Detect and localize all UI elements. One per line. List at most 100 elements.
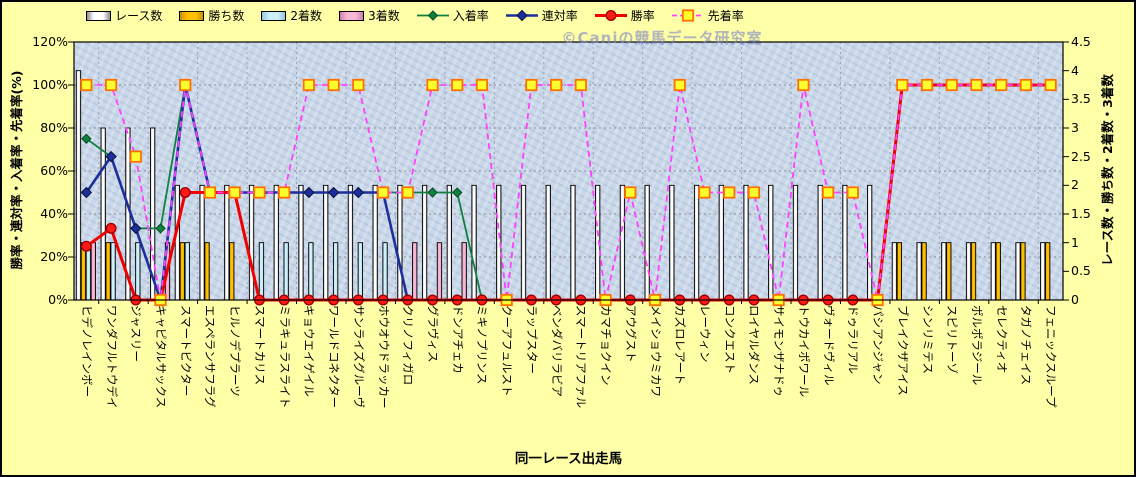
marker-先着率 [451, 78, 464, 92]
bar-レース数 [1015, 242, 1021, 301]
chart-legend: レース数 勝ち数 2着数 3着数 入着率 連対率 勝率 先着率 [86, 7, 744, 24]
bar-レース数 [619, 184, 626, 301]
marker-先着率 [228, 186, 241, 199]
marker-先着率 [896, 78, 909, 92]
marker-連対率 [352, 186, 365, 199]
bar-3着数 [412, 242, 418, 301]
bar-レース数 [248, 184, 255, 301]
bar-レース数 [397, 184, 403, 301]
bar-勝ち数 [995, 242, 1001, 301]
x-category-label-text: ロイヤルダンス [747, 305, 762, 385]
bar-レース数 [842, 184, 848, 301]
x-category-label-text: ヴォードヴィル [821, 305, 836, 386]
x-category-label-text: スピリトーゾ [945, 305, 960, 374]
legend-line-icon [671, 9, 704, 22]
marker-先着率 [945, 78, 958, 92]
x-category-label-text: ポルポラジール [969, 305, 984, 386]
marker-連対率 [130, 222, 142, 235]
bar-レース数 [545, 184, 551, 301]
bar-勝ち数 [1045, 242, 1051, 301]
marker-先着率 [327, 78, 340, 92]
x-category-label-text: シンリミテス [920, 305, 935, 374]
x-category-label-text: ブレイクザアイス [895, 305, 910, 396]
bar-勝ち数 [105, 242, 111, 301]
watermark-text: ©Caniの競馬データ研究室 [561, 29, 763, 47]
marker-先着率 [278, 186, 291, 199]
legend-label: 3着数 [368, 9, 400, 23]
bar-レース数 [446, 184, 452, 301]
bar-レース数 [891, 242, 898, 301]
left-axis-tick-label: 20% [40, 249, 68, 264]
marker-入着率 [155, 223, 166, 234]
bar-2着数 [135, 242, 141, 301]
bar-勝ち数 [204, 242, 210, 301]
bar-レース数 [372, 184, 378, 301]
marker-先着率 [995, 78, 1008, 92]
legend-item-勝率: 勝率 [594, 7, 655, 24]
x-category-label-text: ワールドコネクター [327, 305, 342, 409]
gridlines [74, 42, 1063, 300]
marker-先着率 [970, 78, 983, 92]
x-category-label-text: ワンダフルトウデイ [104, 305, 119, 409]
marker-先着率 [1044, 78, 1057, 92]
marker-入着率 [452, 187, 463, 198]
right-axis-title: レース数・勝ち数・2着数・3着数 [1100, 74, 1115, 266]
x-category-label-text: コンクエスト [722, 305, 737, 374]
bar-レース数 [1040, 242, 1046, 301]
bar-レース数 [174, 184, 181, 301]
bar-series-group [75, 70, 1051, 301]
legend-bar-swatch [339, 10, 365, 21]
x-category-label-text: エスペランサフラグ [203, 305, 218, 408]
bar-2着数 [110, 242, 116, 301]
marker-先着率 [673, 78, 686, 92]
bar-レース数 [867, 184, 873, 301]
x-category-label-text: カズロレアート [673, 305, 688, 385]
x-category-label-text: ホウオウドラッカー [376, 305, 391, 409]
marker-先着率 [302, 78, 315, 92]
legend-bar-swatch [261, 10, 287, 21]
x-category-label-text: カマチョクイン [599, 305, 614, 386]
bar-3着数 [436, 242, 443, 301]
legend-line-swatch [594, 9, 627, 22]
x-category-label-text: ジャスリー [129, 305, 144, 362]
marker-先着率 [846, 186, 859, 199]
marker-先着率 [574, 78, 587, 92]
bar-レース数 [323, 184, 329, 301]
legend-line-swatch [505, 9, 538, 22]
x-category-label-text: トウカイポワール [796, 305, 811, 397]
right-axis-tick-label: 1 [1071, 234, 1079, 250]
marker-先着率 [352, 78, 365, 92]
bar-勝ち数 [896, 242, 902, 301]
legend-bar-swatch [179, 10, 205, 21]
marker-先着率 [723, 186, 736, 199]
bar-2着数 [382, 242, 388, 301]
marker-先着率 [1019, 78, 1033, 92]
right-axis-tick-label: 1.5 [1071, 206, 1091, 221]
bar-レース数 [520, 184, 527, 301]
bar-レース数 [916, 242, 922, 301]
axis-ticks [68, 41, 1069, 304]
x-category-label-text: ヒルノデプラーツ [228, 305, 243, 397]
x-category-label-text: ミラキュラスライト [277, 305, 292, 409]
legend-item-先着率: 先着率 [671, 7, 744, 24]
marker-先着率 [376, 186, 390, 199]
x-category-label-text: クーアフュルスト [500, 305, 515, 397]
bar-レース数 [347, 184, 354, 301]
legend-label: 勝ち数 [208, 9, 245, 23]
marker-先着率 [797, 78, 810, 92]
legend-label: 2着数 [290, 9, 323, 23]
legend-item-入着率: 入着率 [416, 7, 489, 24]
bar-レース数 [743, 184, 749, 301]
bar-レース数 [817, 184, 823, 301]
bar-レース数 [792, 184, 799, 301]
right-axis-tick-label: 3.5 [1071, 91, 1091, 107]
bar-勝ち数 [921, 242, 927, 301]
legend-item-連対率: 連対率 [505, 7, 578, 24]
x-category-label-text: クリノフィガロ [401, 305, 416, 386]
bar-レース数 [421, 184, 428, 301]
bar-2着数 [332, 242, 339, 301]
left-axis-tick-label: 80% [40, 120, 68, 135]
bar-勝ち数 [1020, 242, 1026, 301]
x-category-label-text: サイモンザナドゥ [772, 305, 787, 397]
x-category-label-text: キョウエイゲイル [302, 305, 317, 397]
